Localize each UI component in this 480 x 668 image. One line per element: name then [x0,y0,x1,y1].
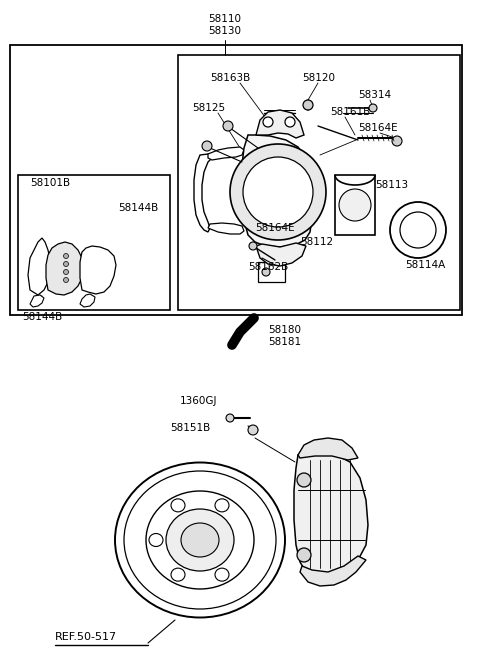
Circle shape [226,414,234,422]
Text: 58130: 58130 [208,26,241,36]
Text: 58112: 58112 [300,237,333,247]
Text: 58180: 58180 [268,325,301,335]
Circle shape [63,277,69,283]
Ellipse shape [181,523,219,557]
Circle shape [390,202,446,258]
Circle shape [263,117,273,127]
Circle shape [202,141,212,151]
Polygon shape [242,135,312,247]
Ellipse shape [171,499,185,512]
Ellipse shape [215,568,229,581]
Text: 58161B: 58161B [330,107,370,117]
Text: 58164E: 58164E [255,223,295,233]
Polygon shape [335,175,375,235]
Polygon shape [294,453,368,576]
Circle shape [223,121,233,131]
Text: 58162B: 58162B [248,262,288,272]
Text: 58164E: 58164E [358,123,397,133]
Circle shape [262,268,270,276]
Text: 58113: 58113 [375,180,408,190]
Circle shape [63,253,69,259]
Text: 1360GJ: 1360GJ [180,396,217,406]
Ellipse shape [215,499,229,512]
Ellipse shape [124,471,276,609]
Text: 58144B: 58144B [118,203,158,213]
Polygon shape [46,242,84,295]
Text: 58181: 58181 [268,337,301,347]
Polygon shape [28,238,50,295]
Bar [178,55,460,310]
Circle shape [230,144,326,240]
Ellipse shape [166,509,234,571]
Text: 58151B: 58151B [170,423,210,433]
Circle shape [339,189,371,221]
Ellipse shape [146,491,254,589]
Circle shape [400,212,436,248]
Polygon shape [80,246,116,294]
Circle shape [369,104,377,112]
Polygon shape [80,294,95,307]
Polygon shape [256,110,304,138]
Circle shape [392,136,402,146]
Polygon shape [256,243,306,266]
Circle shape [297,473,311,487]
Text: 58163B: 58163B [210,73,250,83]
Circle shape [63,261,69,267]
Ellipse shape [115,462,285,617]
Circle shape [63,269,69,275]
Ellipse shape [171,568,185,581]
Bar [10,45,462,315]
Polygon shape [208,223,244,234]
Polygon shape [298,438,358,460]
Ellipse shape [149,534,163,546]
Bar [258,262,285,282]
Text: REF.50-517: REF.50-517 [55,632,117,642]
Text: 58114A: 58114A [405,260,445,270]
Circle shape [243,157,313,227]
Text: 58120: 58120 [302,73,335,83]
Circle shape [285,117,295,127]
Text: 58125: 58125 [192,103,225,113]
Text: 58144B: 58144B [22,312,62,322]
Polygon shape [300,556,366,586]
Polygon shape [30,295,44,307]
Text: 58314: 58314 [358,90,391,100]
Circle shape [297,548,311,562]
Polygon shape [208,147,244,160]
Text: 58101B: 58101B [30,178,70,188]
Circle shape [303,100,313,110]
Text: 58110: 58110 [208,14,241,24]
Bar [18,175,170,310]
Polygon shape [194,154,212,232]
Circle shape [249,242,257,250]
Circle shape [248,425,258,435]
